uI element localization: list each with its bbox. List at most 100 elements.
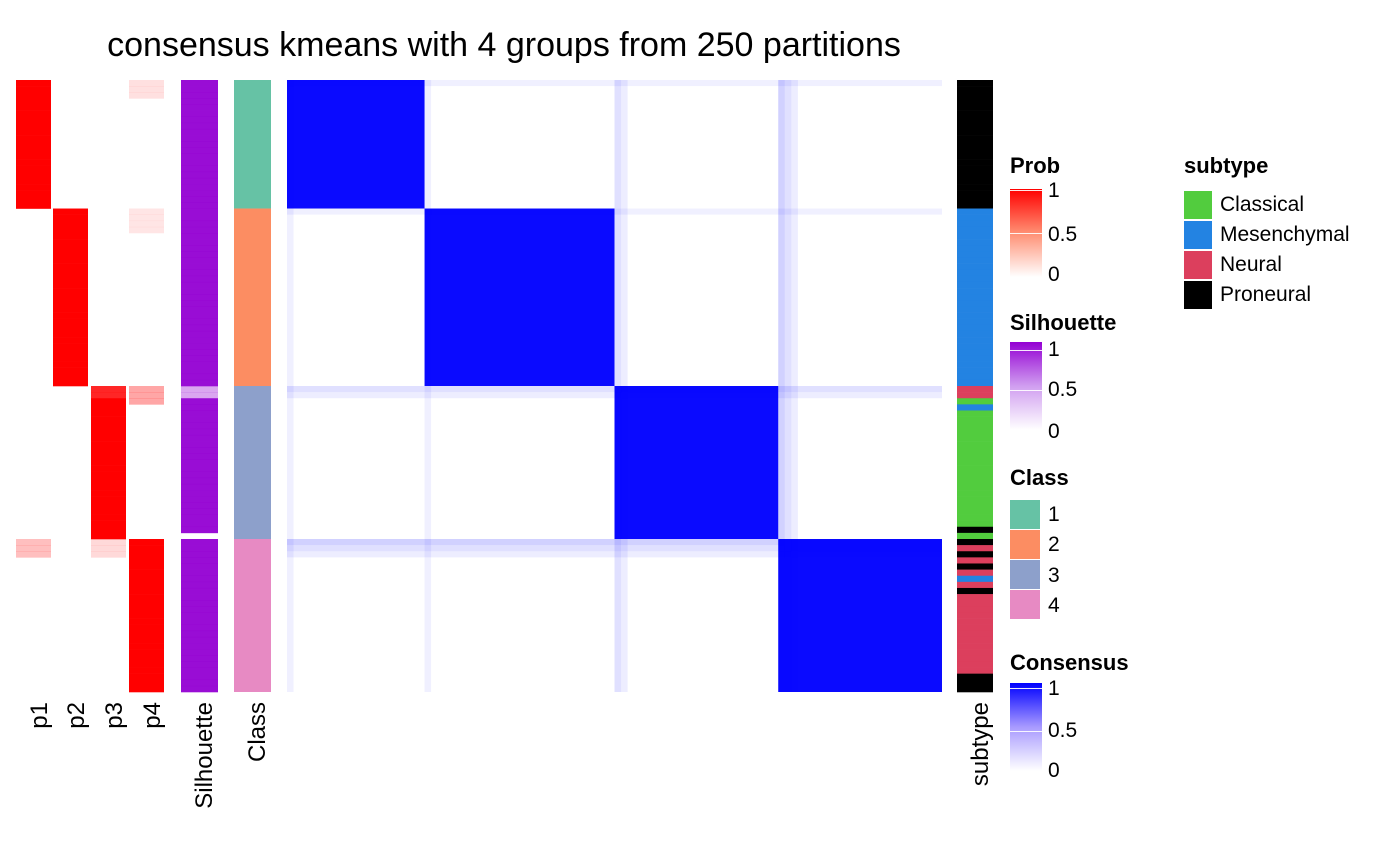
- subtype-cell: [957, 514, 993, 521]
- prob-cell-p4: [129, 569, 164, 577]
- silhouette-cell: [181, 661, 218, 668]
- silhouette-cell: [181, 116, 218, 124]
- prob-cell-p1: [16, 122, 51, 130]
- prob-cell-p2: [53, 251, 88, 258]
- subtype-cell: [957, 269, 993, 277]
- prob-cell-p3: [91, 428, 126, 436]
- subtype-cell: [957, 306, 993, 313]
- column-label-class: Class: [244, 702, 271, 762]
- subtype-cell: [957, 116, 993, 124]
- prob-cell-p3: [91, 508, 126, 515]
- prob-cell-p2: [53, 269, 88, 277]
- silhouette-cell: [181, 349, 218, 356]
- prob-cell-p2: [53, 312, 88, 319]
- subtype-cell: [957, 649, 993, 656]
- prob-cell-p2: [53, 245, 88, 252]
- prob-cell-p1: [16, 98, 51, 105]
- consensus-tick-0.5: 0.5: [1048, 719, 1078, 742]
- silhouette-tick-0.5: 0.5: [1048, 378, 1078, 401]
- subtype-label-mesenchymal: Mesenchymal: [1220, 223, 1350, 246]
- subtype-cell: [957, 373, 993, 381]
- prob-cell-p3: [91, 520, 126, 528]
- subtype-label-proneural: Proneural: [1220, 283, 1312, 306]
- subtype-cell: [957, 202, 993, 209]
- prob-cell-p4: [129, 612, 164, 619]
- prob-cell-p3: [91, 404, 126, 411]
- silhouette-cell: [181, 453, 218, 460]
- silhouette-cell: [181, 410, 218, 417]
- silhouette-cell: [181, 367, 218, 375]
- prob-legend: Prob 1 0.5 0: [1010, 153, 1150, 293]
- subtype-cell: [957, 422, 993, 430]
- silhouette-cell: [181, 520, 218, 528]
- prob-cell-p4: [129, 214, 164, 222]
- prob-cell-p3: [91, 392, 126, 399]
- subtype-cell: [957, 477, 993, 485]
- subtype-cell: [957, 220, 993, 228]
- subtype-cell: [957, 453, 993, 460]
- prob-cell-p2: [53, 294, 88, 301]
- class-label-1: 1: [1048, 503, 1060, 526]
- prob-cell-p2: [53, 275, 88, 283]
- class-swatch-2: [1010, 530, 1040, 559]
- subtype-cell: [957, 643, 993, 650]
- silhouette-cell: [181, 447, 218, 454]
- subtype-cell: [957, 434, 993, 442]
- silhouette-cell: [181, 196, 218, 203]
- subtype-cell: [957, 288, 993, 295]
- silhouette-cell: [181, 569, 218, 577]
- prob-cell-p4: [129, 575, 164, 583]
- subtype-cell: [957, 184, 993, 191]
- subtype-cell: [957, 447, 993, 454]
- subtype-cell: [957, 630, 993, 638]
- silhouette-cell: [181, 428, 218, 436]
- prob-tick-0: 0: [1048, 263, 1060, 286]
- subtype-cell: [957, 263, 993, 271]
- subtype-cell: [957, 318, 993, 326]
- silhouette-cell: [181, 104, 218, 111]
- subtype-cell: [957, 551, 993, 558]
- silhouette-cell: [181, 153, 218, 160]
- silhouette-cell: [181, 202, 218, 209]
- silhouette-cell: [181, 514, 218, 521]
- consensus-stripe-col: [424, 80, 432, 692]
- silhouette-cell: [181, 636, 218, 644]
- subtype-cell: [957, 428, 993, 436]
- silhouette-cell: [181, 667, 218, 674]
- class-legend-title: Class: [1010, 465, 1069, 490]
- prob-cell-p2: [53, 367, 88, 375]
- prob-cell-p3: [91, 551, 126, 558]
- subtype-swatch-proneural: [1184, 281, 1212, 309]
- silhouette-legend: Silhouette 1 0.5 0: [1010, 310, 1150, 450]
- subtype-cell: [957, 667, 993, 674]
- silhouette-cell: [181, 416, 218, 424]
- prob-cell-p3: [91, 514, 126, 521]
- prob-cell-p4: [129, 551, 164, 558]
- subtype-cell: [957, 141, 993, 148]
- subtype-cell: [957, 233, 993, 240]
- prob-cell-p4: [129, 587, 164, 595]
- prob-cell-p4: [129, 618, 164, 625]
- prob-cell-p4: [129, 226, 164, 234]
- subtype-cell: [957, 275, 993, 283]
- prob-cell-p2: [53, 239, 88, 246]
- silhouette-cell: [181, 324, 218, 332]
- prob-cell-p4: [129, 667, 164, 674]
- silhouette-cell: [181, 312, 218, 319]
- chart-title: consensus kmeans with 4 groups from 250 …: [107, 26, 901, 64]
- consensus-block-3: [614, 386, 779, 539]
- class-label-2: 2: [1048, 533, 1060, 556]
- silhouette-cell: [181, 673, 218, 681]
- subtype-cell: [957, 159, 993, 166]
- prob-cell-p4: [129, 581, 164, 589]
- silhouette-cell: [181, 269, 218, 277]
- consensus-stripe-col: [784, 80, 792, 692]
- column-label-subtype: subtype: [967, 702, 994, 786]
- subtype-cell: [957, 465, 993, 472]
- silhouette-cell: [181, 606, 218, 613]
- subtype-cell: [957, 581, 993, 589]
- silhouette-cell: [181, 300, 218, 307]
- silhouette-cell: [181, 239, 218, 246]
- prob-cell-p4: [129, 92, 164, 99]
